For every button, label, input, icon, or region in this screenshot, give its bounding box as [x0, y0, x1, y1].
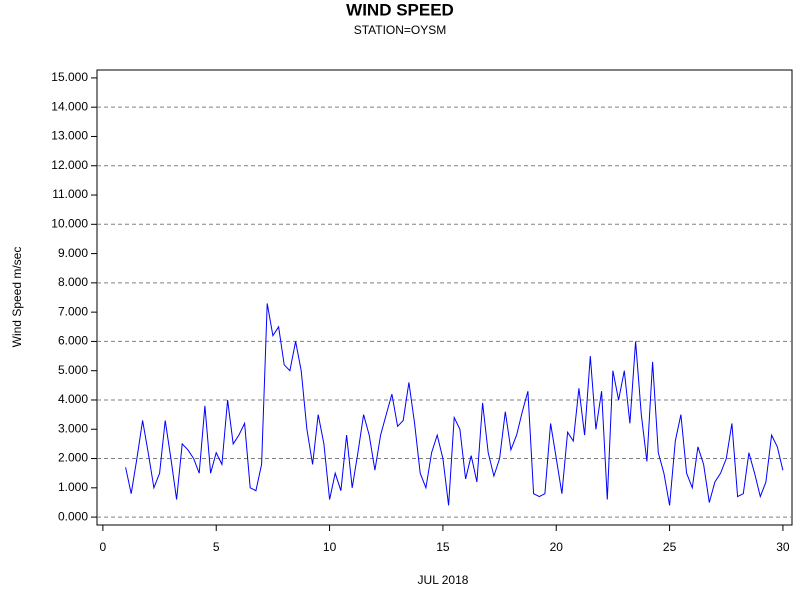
y-axis-label: Wind Speed m/sec	[10, 247, 24, 348]
x-tick-label: 5	[213, 540, 220, 554]
chart-title: WIND SPEED	[346, 0, 454, 19]
y-tick-label: 10.000	[51, 216, 88, 230]
y-tick-label: 8.000	[58, 275, 88, 289]
y-tick-label: 7.000	[58, 304, 88, 318]
y-tick-label: 3.000	[58, 421, 88, 435]
y-tick-label: 2.000	[58, 451, 88, 465]
y-tick-label: 4.000	[58, 392, 88, 406]
plot-frame	[96, 69, 793, 526]
x-tick-label: 25	[663, 540, 677, 554]
x-tick-label: 0	[100, 540, 107, 554]
x-tick-label: 10	[323, 540, 337, 554]
y-tick-label: 6.000	[58, 334, 88, 348]
x-tick-label: 15	[436, 540, 450, 554]
wind-speed-line	[125, 303, 784, 506]
y-tick-label: 9.000	[58, 246, 88, 260]
y-tick-label: 13.000	[51, 129, 88, 143]
y-tick-label: 0.000	[58, 509, 88, 523]
chart-subtitle: STATION=OYSM	[354, 23, 447, 37]
y-tick-label: 15.000	[51, 70, 88, 84]
x-axis-label: JUL 2018	[418, 573, 469, 587]
x-tick-label: 20	[550, 540, 564, 554]
y-tick-label: 5.000	[58, 363, 88, 377]
x-tick-label: 30	[776, 540, 790, 554]
y-tick-label: 12.000	[51, 158, 88, 172]
y-tick-label: 11.000	[52, 187, 88, 201]
y-tick-label: 14.000	[51, 99, 88, 113]
y-tick-label: 1.000	[58, 480, 88, 494]
